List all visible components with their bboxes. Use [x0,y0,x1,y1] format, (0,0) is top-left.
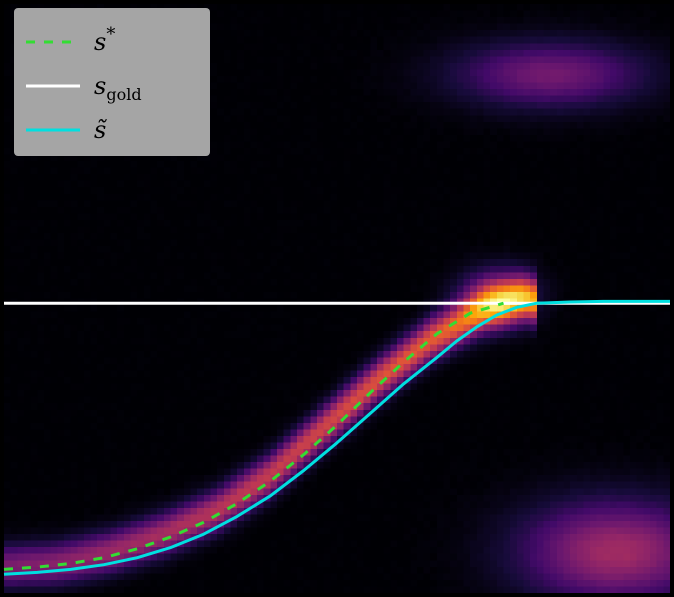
legend: s* sgold s̃ [14,8,210,156]
chart-root: s* sgold s̃ [0,0,674,597]
legend-label-s-tilde: s̃ [94,116,108,144]
